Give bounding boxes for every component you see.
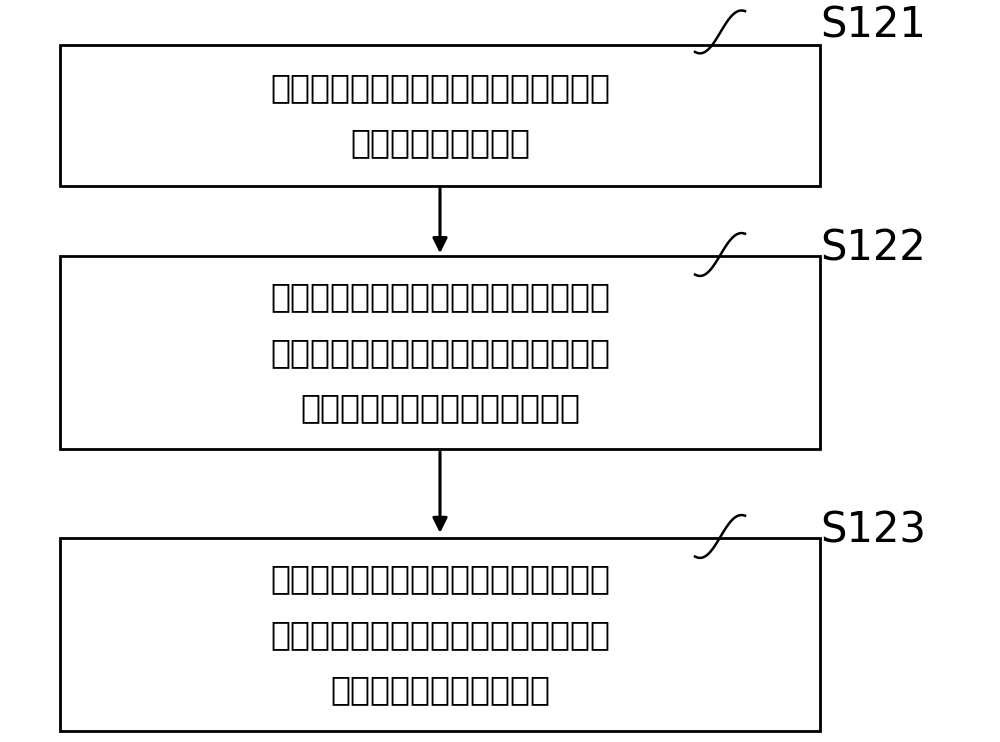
Text: S121: S121: [820, 5, 926, 47]
Text: 从所述声音模型中获取与所述基准频率: 从所述声音模型中获取与所述基准频率: [270, 280, 610, 313]
FancyBboxPatch shape: [60, 45, 820, 186]
FancyBboxPatch shape: [60, 256, 820, 449]
Text: 率值作为基准频率值: 率值作为基准频率值: [350, 126, 530, 160]
Text: 片段进行间隔组合以得到与所述序列时: 片段进行间隔组合以得到与所述序列时: [270, 618, 610, 651]
Text: 复生成对应时长的基准声音片段: 复生成对应时长的基准声音片段: [300, 392, 580, 424]
Text: 长相匹配的对比声音序列: 长相匹配的对比声音序列: [330, 674, 550, 706]
Text: S122: S122: [820, 228, 926, 269]
Text: 值相匹配的基准声音并根据发声时间重: 值相匹配的基准声音并根据发声时间重: [270, 336, 610, 369]
Text: S123: S123: [820, 510, 926, 551]
FancyBboxPatch shape: [60, 538, 820, 731]
Text: 根据所述间隔时间对多个所述基准声音: 根据所述间隔时间对多个所述基准声音: [270, 562, 610, 595]
Text: 从所述音调频率范围中随机获取一个频: 从所述音调频率范围中随机获取一个频: [270, 70, 610, 104]
